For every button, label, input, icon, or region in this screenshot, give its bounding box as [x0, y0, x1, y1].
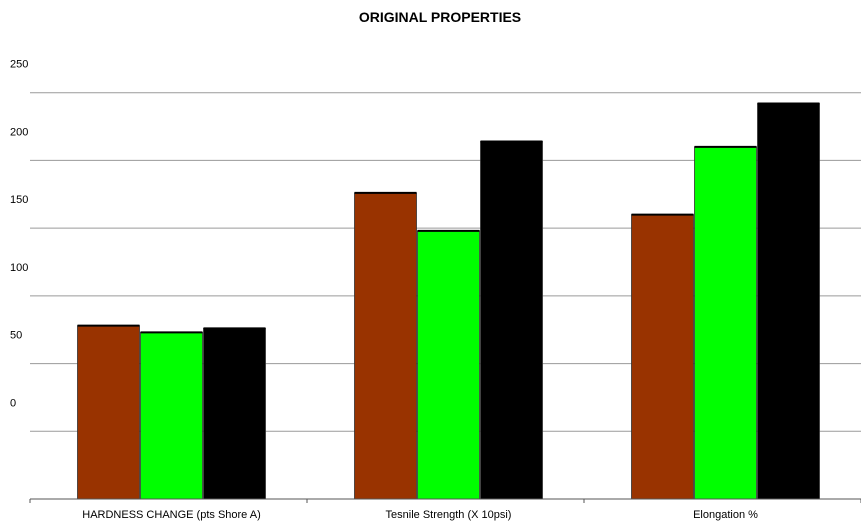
- y-tick-label: 250: [10, 59, 28, 71]
- y-tick-label: 200: [10, 126, 28, 138]
- bar-series-1: [631, 214, 694, 500]
- category-labels: HARDNESS CHANGE (pts Shore A) Tesnile Str…: [82, 509, 758, 521]
- y-tick-label: 50: [10, 330, 22, 342]
- category-label: HARDNESS CHANGE (pts Shore A): [82, 509, 261, 521]
- bars: [77, 102, 820, 500]
- bar-series-1: [77, 325, 140, 500]
- bar-series-3: [480, 141, 543, 500]
- y-tick-labels: 0 50 100 150 200 250 300: [10, 0, 28, 409]
- y-tick-label: 0: [10, 397, 16, 409]
- bar-series-2: [417, 230, 480, 500]
- y-tick-label: 150: [10, 194, 28, 206]
- category-label: Elongation %: [693, 509, 758, 521]
- bar-series-3: [203, 327, 266, 500]
- bar-series-3: [757, 103, 820, 500]
- bar-series-2: [140, 332, 203, 500]
- category-label: Tesnile Strength (X 10psi): [386, 509, 512, 521]
- bar-series-2: [694, 146, 757, 500]
- chart-title: ORIGINAL PROPERTIES: [359, 9, 521, 25]
- y-tick-label: 100: [10, 262, 28, 274]
- axes: [29, 498, 861, 503]
- bar-series-1: [354, 192, 417, 500]
- y-tick-label: 300: [10, 0, 28, 3]
